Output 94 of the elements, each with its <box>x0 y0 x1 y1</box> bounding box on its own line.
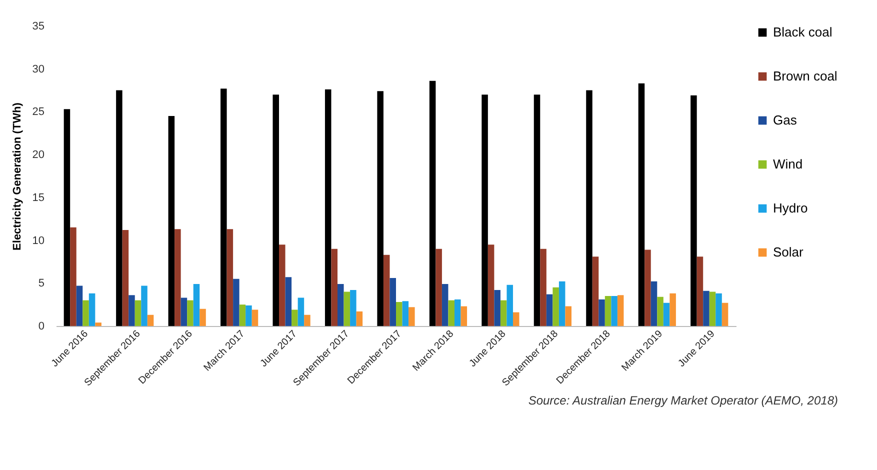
legend-label: Gas <box>773 112 798 128</box>
bar <box>344 292 350 326</box>
bar <box>226 229 234 326</box>
bar <box>246 305 252 326</box>
bar <box>670 293 676 326</box>
bar <box>604 296 612 326</box>
bar <box>558 281 566 326</box>
bar <box>285 277 292 326</box>
bar <box>454 299 461 326</box>
y-tick-label: 20 <box>32 149 44 162</box>
y-tick-label: 5 <box>38 278 44 290</box>
y-tick-label: 30 <box>32 63 44 76</box>
bar <box>690 95 697 326</box>
bar <box>448 300 454 326</box>
bar <box>122 230 129 326</box>
bar <box>565 306 572 326</box>
bar <box>174 229 181 326</box>
bar <box>82 300 89 326</box>
bar <box>534 94 540 326</box>
bar <box>638 83 645 326</box>
bar <box>64 109 70 326</box>
bar <box>76 286 83 326</box>
legend-label: Solar <box>773 244 804 260</box>
source-note: Source: Australian Energy Market Operator (AEMO, 2018) <box>528 393 838 408</box>
bar <box>338 284 344 326</box>
bar <box>716 293 722 326</box>
bar <box>460 306 468 326</box>
bar <box>193 284 200 326</box>
bar <box>552 287 559 326</box>
bar <box>709 292 716 326</box>
bar <box>147 314 154 326</box>
bar <box>356 311 363 326</box>
y-axis-title: Electricity Generation (TWh) <box>11 102 24 250</box>
bar <box>408 307 415 326</box>
y-tick-label: 25 <box>32 106 44 118</box>
bar <box>377 91 384 326</box>
bar <box>187 300 194 326</box>
bar <box>494 290 500 326</box>
bar <box>252 310 258 326</box>
bar <box>116 90 122 326</box>
bar <box>233 278 240 326</box>
bar <box>396 302 402 326</box>
bar <box>657 296 664 326</box>
bar <box>617 295 624 326</box>
bar <box>390 278 396 326</box>
legend-label: Brown coal <box>773 68 838 84</box>
y-tick-label: 35 <box>32 20 44 32</box>
bar <box>304 314 310 326</box>
bar <box>324 89 332 326</box>
bar <box>200 308 206 326</box>
legend-label: Hydro <box>773 200 808 216</box>
bar <box>696 256 704 326</box>
bar <box>383 254 390 326</box>
bar <box>442 284 448 326</box>
bar <box>279 244 286 326</box>
bar <box>506 284 513 326</box>
bar <box>546 294 553 326</box>
bar <box>350 290 356 326</box>
bar <box>95 322 102 326</box>
y-tick-label: 0 <box>38 320 44 332</box>
bar <box>703 290 710 326</box>
bar <box>292 310 298 326</box>
bar <box>239 304 246 326</box>
bar <box>88 293 96 326</box>
bar <box>70 227 76 326</box>
bar <box>592 256 599 326</box>
bar <box>644 250 651 326</box>
bar <box>134 300 142 326</box>
bar <box>540 248 546 326</box>
bar <box>650 281 658 326</box>
bar <box>128 295 135 326</box>
legend-label: Wind <box>773 156 803 172</box>
legend-label: Black coal <box>773 24 832 40</box>
bar <box>512 312 520 326</box>
bar <box>436 248 442 326</box>
bar <box>586 90 592 326</box>
y-tick-label: 15 <box>32 192 44 204</box>
bar <box>663 302 670 326</box>
bar <box>598 299 605 326</box>
bar <box>488 244 494 326</box>
bar <box>272 94 280 326</box>
bar <box>180 298 188 326</box>
bar <box>500 300 507 326</box>
bar <box>611 296 618 326</box>
bar <box>141 286 148 326</box>
bar <box>298 298 304 326</box>
bar <box>429 80 436 326</box>
bar <box>220 88 227 326</box>
bar <box>402 301 409 326</box>
y-tick-label: 10 <box>32 234 44 247</box>
bar <box>331 248 338 326</box>
bar <box>482 94 488 326</box>
bar <box>722 302 728 326</box>
bar <box>168 116 175 326</box>
